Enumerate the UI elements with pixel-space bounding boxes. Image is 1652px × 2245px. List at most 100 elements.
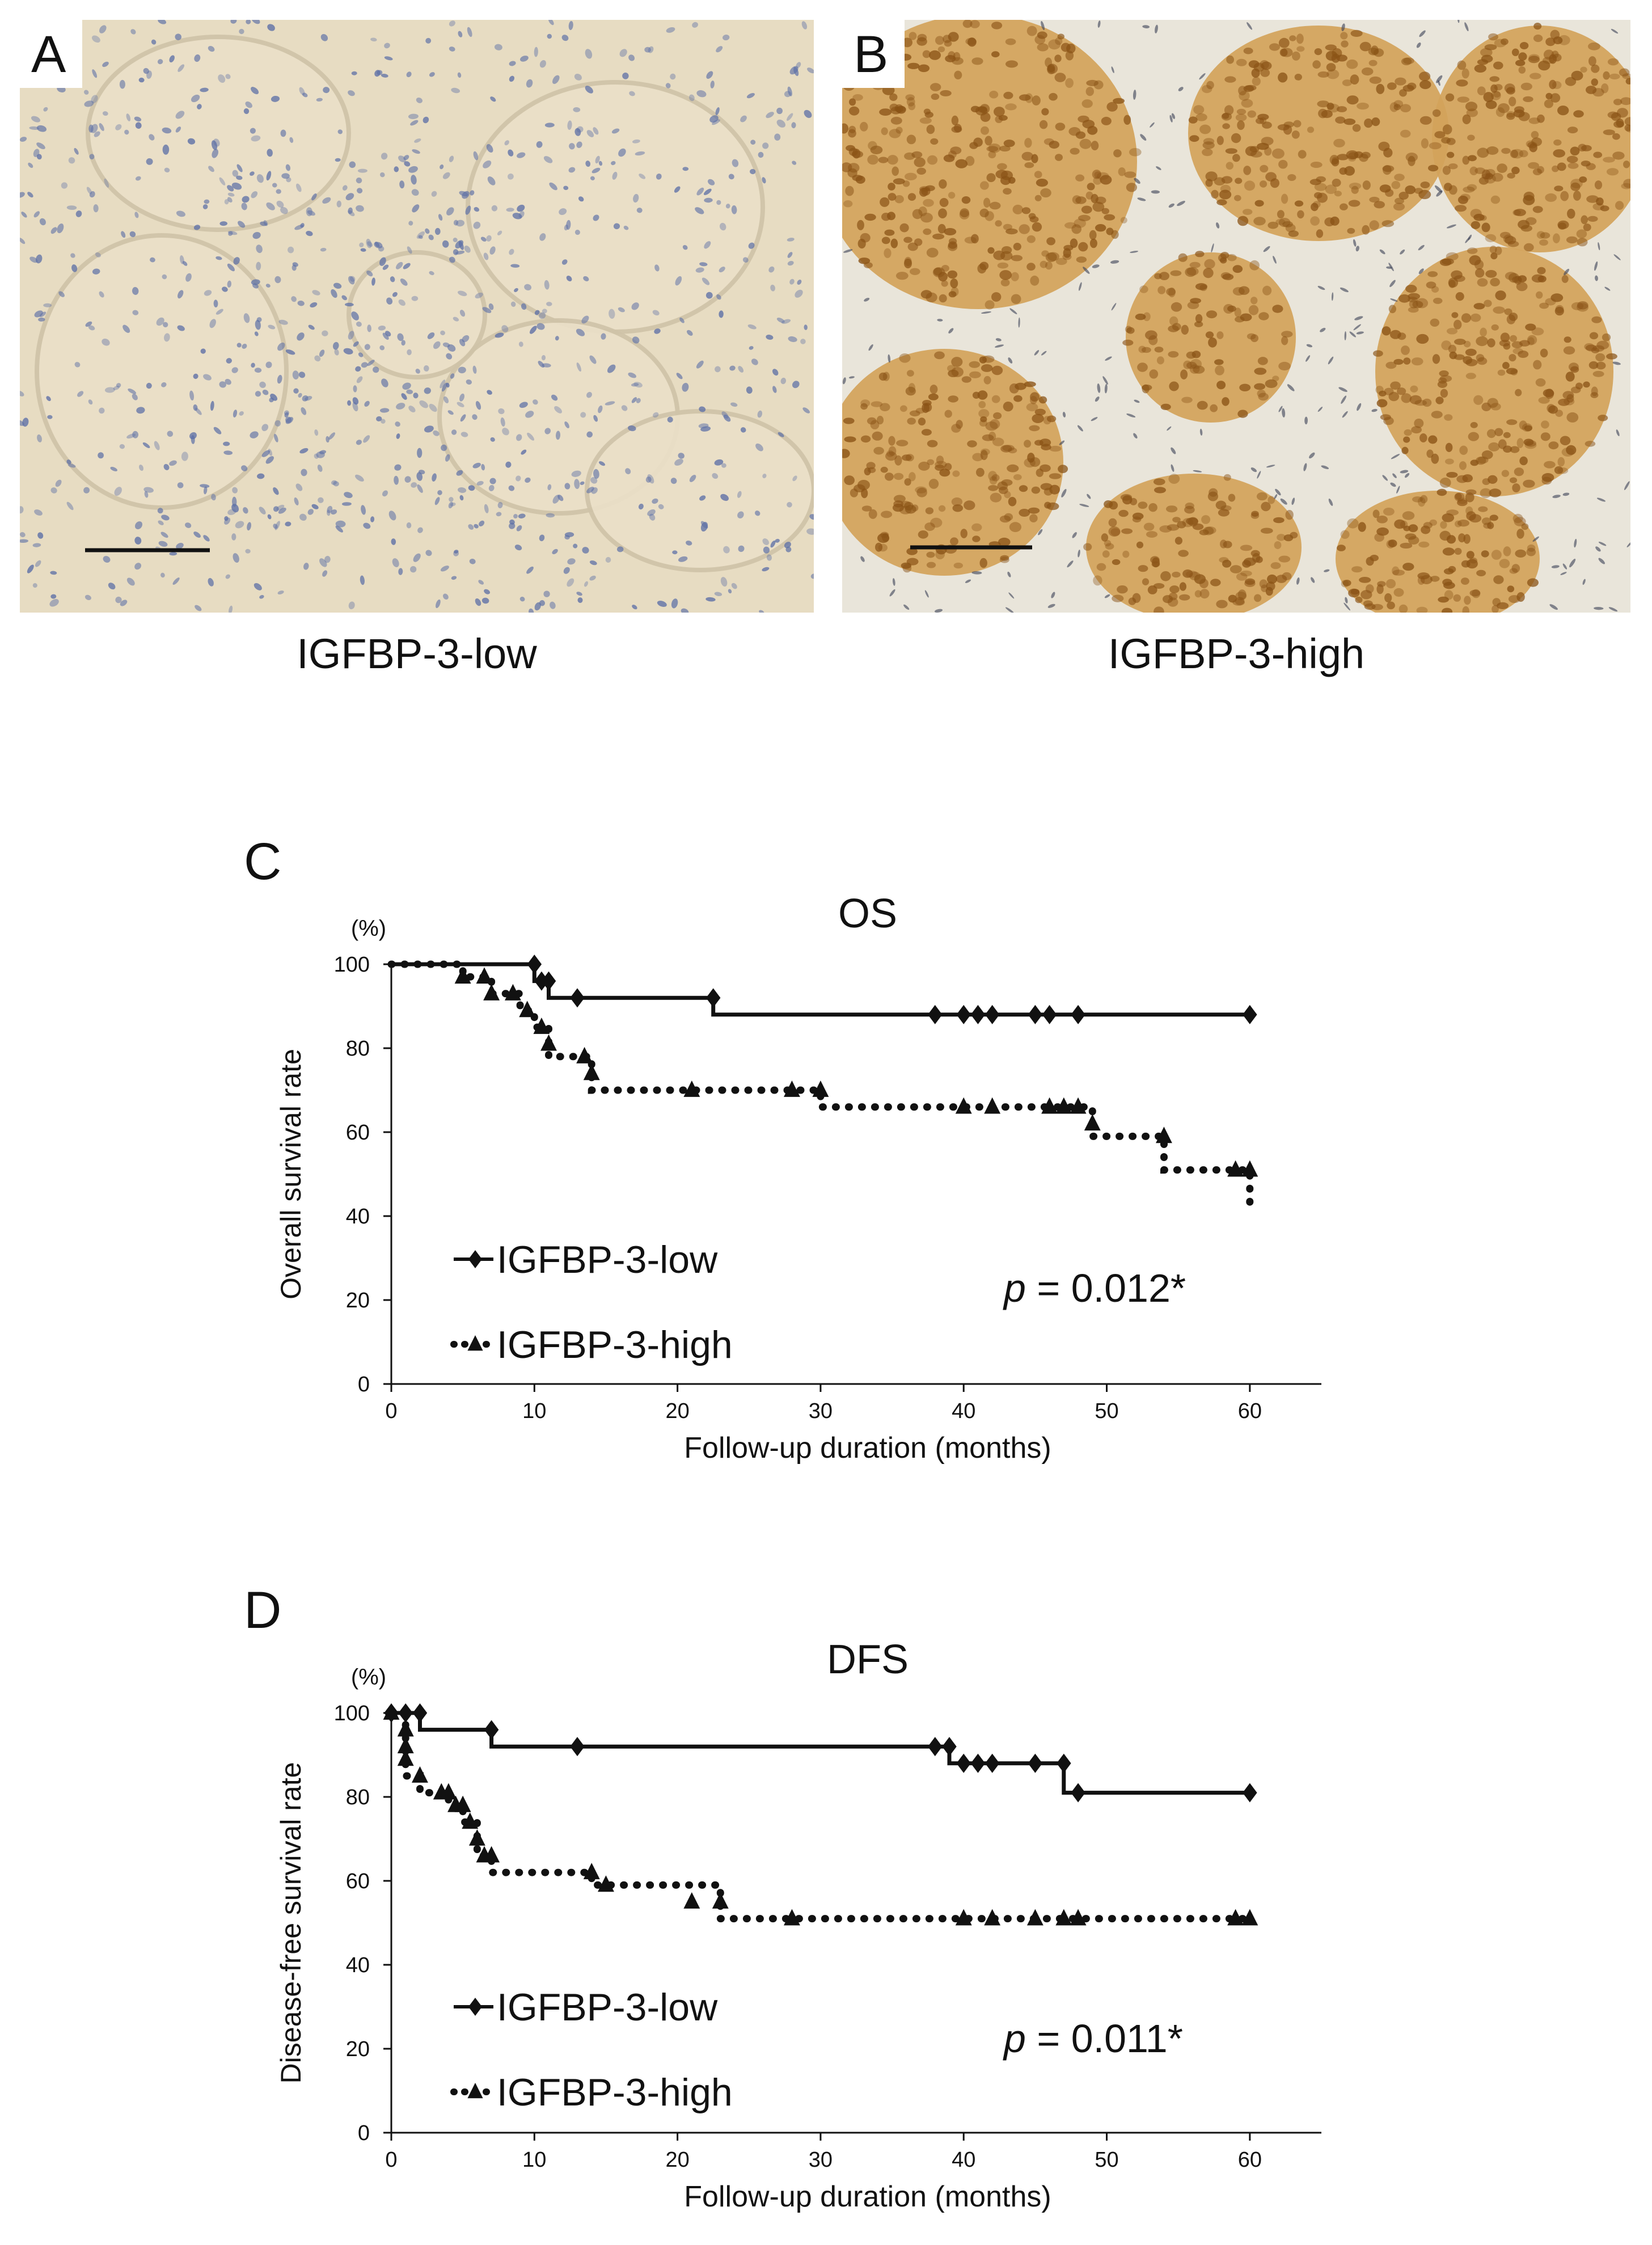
censor-marker-diamond — [412, 1703, 428, 1723]
censor-marker-triangle — [1227, 1160, 1244, 1177]
censor-marker-diamond — [1243, 1005, 1257, 1024]
x-tick-label: 0 — [385, 1399, 397, 1423]
tumor-nest — [1086, 474, 1302, 613]
x-tick-label: 30 — [809, 1399, 833, 1423]
x-axis-label: Follow-up duration (months) — [684, 1432, 1051, 1465]
censor-marker-diamond — [1028, 1753, 1043, 1773]
censor-marker-triangle — [383, 1703, 400, 1720]
censor-marker-diamond — [1028, 1005, 1043, 1024]
censor-marker-diamond — [956, 1005, 971, 1024]
censor-marker-diamond — [468, 1998, 482, 2016]
censor-marker-diamond — [956, 1753, 971, 1773]
y-tick-label: 20 — [346, 2037, 370, 2061]
censor-marker-triangle — [467, 1335, 483, 1351]
censor-marker-triangle — [397, 1737, 414, 1754]
y-tick-label: 40 — [346, 1953, 370, 1977]
y-tick-label: 20 — [346, 1289, 370, 1313]
chart-dfs: D DFS (%) 0 20 40 60 80 100 0 10 20 30 40 50 60 Follow-u… — [0, 1577, 1652, 2245]
panel-letter-a: A — [31, 26, 66, 83]
censor-marker-diamond — [1071, 1005, 1085, 1024]
censor-marker-diamond — [985, 1753, 1000, 1773]
censor-marker-triangle — [683, 1081, 700, 1097]
censor-marker-diamond — [570, 1737, 585, 1757]
panel-letter: D — [244, 1581, 281, 1639]
x-axis-label: Follow-up duration (months) — [684, 2180, 1051, 2213]
censor-marker-diamond — [484, 1720, 499, 1740]
y-tick-label: 60 — [346, 1121, 370, 1145]
km-curve-high — [387, 1709, 1254, 1923]
censor-marker-triangle — [583, 1863, 600, 1880]
x-tick-label: 50 — [1095, 2148, 1118, 2172]
censor-marker-triangle — [454, 1795, 471, 1812]
x-tick-label: 0 — [385, 2148, 397, 2172]
censor-marker-triangle — [1227, 1909, 1244, 1926]
x-tick-label: 20 — [665, 1399, 689, 1423]
x-tick-label: 60 — [1238, 1399, 1262, 1423]
panel-letter-box-b — [842, 20, 905, 88]
censor-marker-triangle — [1084, 1114, 1101, 1131]
censor-marker-diamond — [970, 1005, 986, 1024]
chart-title: DFS — [827, 1637, 909, 1682]
censor-marker-triangle — [683, 1892, 700, 1909]
tissue-nest — [35, 233, 289, 510]
censor-marker-diamond — [468, 1250, 482, 1268]
censor-marker-diamond — [1071, 1783, 1085, 1803]
censor-marker-triangle — [467, 2083, 483, 2099]
censor-marker-triangle — [955, 1909, 972, 1926]
y-axis-label: Disease-free survival rate — [275, 1762, 307, 2084]
censor-marker-diamond — [541, 971, 556, 991]
x-tick-label: 60 — [1238, 2148, 1262, 2172]
censor-marker-triangle — [397, 1749, 414, 1766]
censor-marker-diamond — [985, 1005, 1000, 1024]
legend-label: IGFBP-3-low — [497, 1986, 718, 2029]
p-value-annotation: p = 0.012* — [1003, 1266, 1186, 1310]
y-tick-label: 80 — [346, 1037, 370, 1061]
y-tick-label: 40 — [346, 1205, 370, 1229]
censor-marker-triangle — [483, 984, 500, 1001]
image-caption-low: IGFBP-3-low — [297, 630, 537, 677]
y-tick-label: 60 — [346, 1870, 370, 1893]
censor-marker-diamond — [1042, 1005, 1057, 1024]
censor-marker-diamond — [928, 1005, 943, 1024]
chart-os-svg: C OS (%) 0 20 40 60 80 100 0 10 20 30 40 50 60 Follow-up… — [244, 833, 1321, 1465]
censor-marker-diamond — [570, 988, 585, 1008]
censor-marker-triangle — [540, 1034, 557, 1051]
censor-marker-diamond — [1057, 1753, 1071, 1773]
censor-marker-triangle — [784, 1909, 800, 1926]
censor-marker-triangle — [1241, 1909, 1258, 1926]
censor-marker-triangle — [712, 1892, 729, 1909]
censor-marker-triangle — [462, 1812, 479, 1829]
censor-marker-triangle — [483, 1846, 500, 1863]
censor-marker-triangle — [397, 1720, 414, 1737]
censor-marker-triangle — [412, 1766, 428, 1783]
censor-marker-triangle — [505, 984, 521, 1001]
censor-marker-diamond — [705, 988, 721, 1008]
ihc-image-high — [842, 20, 1630, 613]
y-tick-label: 0 — [358, 1373, 370, 1396]
censor-marker-triangle — [1070, 1097, 1087, 1114]
censor-marker-triangle — [583, 1064, 600, 1081]
censor-marker-triangle — [476, 967, 493, 984]
km-curve-low — [391, 1711, 1250, 1795]
censor-marker-triangle — [1156, 1126, 1172, 1143]
censor-marker-triangle — [519, 1001, 536, 1018]
x-tick-label: 30 — [809, 2148, 833, 2172]
legend-label: IGFBP-3-high — [497, 1323, 733, 1366]
censor-marker-triangle — [955, 1097, 972, 1114]
censor-marker-triangle — [440, 1783, 457, 1800]
censor-marker-triangle — [1055, 1097, 1072, 1114]
panel-letter-b: B — [854, 26, 889, 83]
censor-marker-triangle — [533, 1018, 550, 1034]
legend-label: IGFBP-3-high — [497, 2071, 733, 2114]
censor-marker-triangle — [984, 1097, 1001, 1114]
x-tick-label: 40 — [952, 2148, 975, 2172]
legend-label: IGFBP-3-low — [497, 1238, 718, 1281]
tumor-nest — [1375, 247, 1613, 496]
y-tick-label: 0 — [358, 2121, 370, 2145]
y-unit-label: (%) — [351, 916, 386, 941]
censor-marker-diamond — [970, 1753, 986, 1773]
censor-marker-diamond — [928, 1737, 943, 1757]
censor-marker-triangle — [576, 1046, 593, 1064]
censor-marker-diamond — [942, 1737, 957, 1757]
censor-marker-triangle — [1241, 1160, 1258, 1177]
